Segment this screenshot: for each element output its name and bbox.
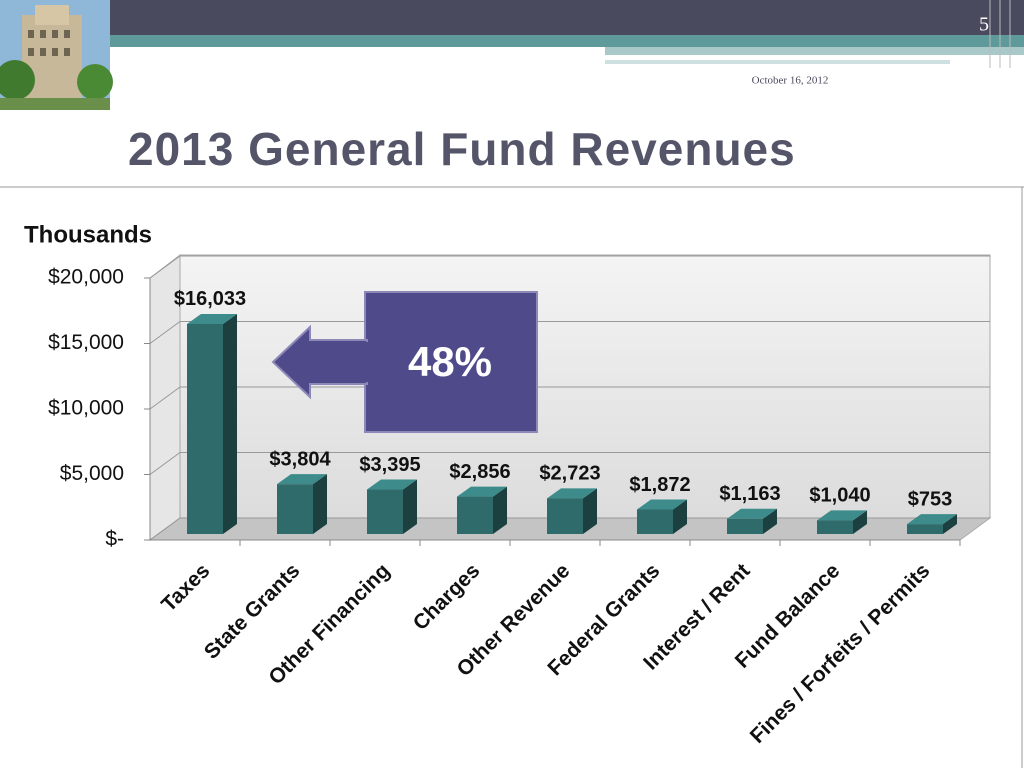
- bar-top: [907, 514, 957, 525]
- header-strip-light: [605, 47, 1024, 55]
- y-tick-label: $5,000: [60, 462, 124, 485]
- bar-side: [583, 488, 597, 534]
- annotation: 48%: [408, 338, 492, 385]
- bar-side: [853, 510, 867, 534]
- value-label: $3,804: [269, 448, 331, 470]
- value-label: $3,395: [359, 454, 420, 476]
- bar-top: [547, 488, 597, 499]
- bar: [547, 498, 583, 534]
- y-tick-label: $15,000: [48, 331, 124, 354]
- date: October 16, 2012: [752, 75, 829, 87]
- bar: [817, 520, 853, 534]
- value-label: $1,872: [629, 474, 690, 496]
- header-line: [605, 60, 950, 64]
- bar: [637, 509, 673, 534]
- header-band: [110, 0, 1024, 35]
- bar-top: [817, 510, 867, 521]
- value-label: $1,040: [809, 485, 870, 507]
- grid-line: [149, 386, 990, 410]
- callout: [271, 291, 538, 433]
- bar-top: [637, 499, 687, 510]
- bar-top: [367, 479, 417, 490]
- bar: [907, 524, 943, 534]
- bar-side: [223, 313, 237, 534]
- building-photo: [0, 0, 113, 110]
- value-label: $16,033: [174, 288, 246, 310]
- bar-side: [763, 508, 777, 534]
- bar-top: [187, 313, 237, 324]
- bar-side: [943, 514, 957, 534]
- grid-line: [149, 321, 990, 344]
- bar: [727, 518, 763, 534]
- bar: [367, 489, 403, 534]
- bar-top: [727, 508, 777, 519]
- x-tick-label: Fines / Forfeits / Permits: [746, 559, 935, 748]
- bar: [457, 496, 493, 534]
- x-tick-label: Taxes: [157, 559, 214, 616]
- value-label: $753: [908, 488, 953, 510]
- header-strip: [110, 35, 1024, 47]
- bar: [277, 484, 313, 534]
- y-axis-title: Thousands: [24, 221, 152, 248]
- bar-top: [457, 486, 507, 497]
- grid-line: [149, 255, 990, 279]
- y-tick-label: $20,000: [48, 266, 124, 289]
- bar-side: [673, 499, 687, 534]
- grid-line: [149, 452, 990, 475]
- chart-title: 2013 General Fund Revenues: [128, 123, 796, 175]
- y-tick-label: $-: [105, 528, 124, 551]
- value-label: $1,163: [719, 483, 780, 505]
- value-label: $2,856: [449, 461, 510, 483]
- bar-side: [403, 479, 417, 534]
- x-tick-label: Charges: [409, 559, 485, 635]
- header-rules: [989, 0, 1011, 68]
- slide-number: 5: [979, 14, 989, 36]
- bar: [187, 323, 223, 534]
- bar-side: [493, 486, 507, 534]
- bar-top: [277, 474, 327, 485]
- grid-line: [149, 517, 990, 541]
- bar-side: [313, 474, 327, 534]
- y-tick-label: $10,000: [48, 397, 124, 420]
- value-label: $2,723: [539, 463, 600, 485]
